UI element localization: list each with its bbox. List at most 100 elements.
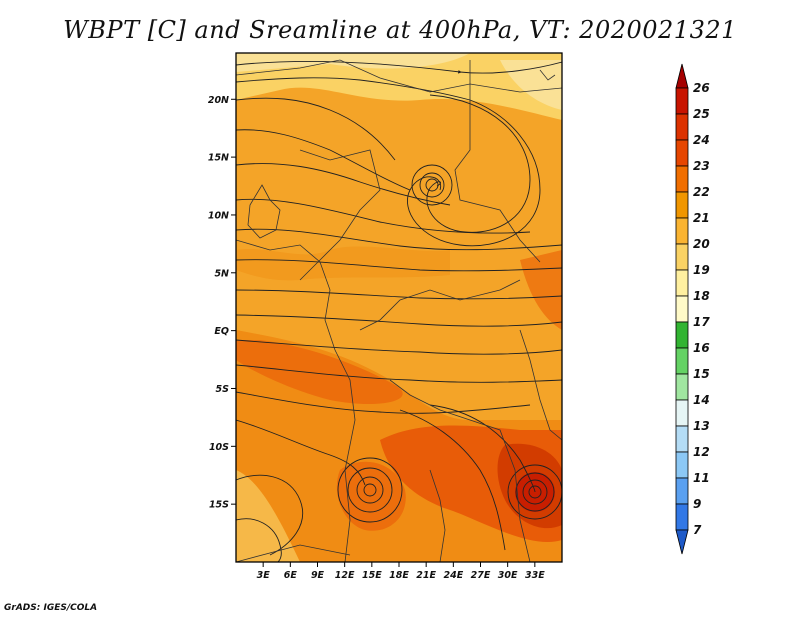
colorbar-swatch [675,269,689,297]
colorbar-label: 17 [693,315,710,329]
vortex-south [356,476,384,504]
streamline [236,228,562,251]
colorbar-label: 25 [693,107,710,121]
grads-credit: GrADS: IGES/COLA [4,603,98,613]
colorbar-label: 16 [693,341,710,355]
streamline [236,163,451,206]
colorbar: 26 25 24 23 22 21 20 19 18 17 16 15 14 13 12 11 9 7 [675,63,710,555]
colorbar-swatch [675,425,689,453]
colorbar-swatch [675,321,689,349]
colorbar-min-arrow [675,529,689,555]
vortex-south [347,467,393,513]
vortex-south [337,457,403,523]
streamline-gyre [407,99,541,247]
streamline [236,129,411,191]
lon-tick-label: 24E [443,570,463,581]
colorbar-label: 18 [693,289,710,303]
colorbar-label: 11 [693,471,710,485]
colorbar-swatch [675,243,689,271]
colorbar-label: 7 [693,523,702,537]
lat-tick-label: 10N [208,210,229,221]
vortex-southeast [515,472,555,512]
colorbar-label: 14 [693,393,710,407]
border [454,60,541,263]
streamline [236,314,562,327]
colorbar-label: 20 [693,237,710,251]
streamline [236,77,471,101]
border [389,379,531,562]
colorbar-swatch [675,191,689,219]
lon-tick-label: 3E [257,570,271,581]
colorbar-swatch [675,165,689,193]
colorbar-max-arrow [675,63,689,89]
vortex-south [363,483,377,497]
coastline [247,184,281,239]
colorbar-swatch [675,113,689,141]
colorbar-label: 21 [693,211,710,225]
colorbar-swatch [675,451,689,479]
colorbar-swatch [675,217,689,245]
axis-labels: 20N 15N 10N 5N EQ 5S 10S 15S 3E 6E 9E 12E 15E 18E 21E 2… [208,95,545,581]
border [299,149,381,281]
streamline [236,289,562,300]
streamline [236,364,562,383]
colorbar-swatch [675,347,689,375]
streamline [236,339,562,355]
colorbar-swatch [675,399,689,427]
lat-tick-label: 5N [214,268,229,279]
field-ne-pale [500,60,562,110]
colorbar-swatch [675,295,689,323]
field-sw-cool [236,470,300,562]
streamline-gyre [426,94,531,233]
streamline [236,391,531,414]
colorbar-label: 9 [693,497,701,511]
colorbar-label: 13 [693,419,710,433]
field-east-warm [520,250,562,330]
lon-tick-label: 12E [335,570,355,581]
field-north-cool [236,53,562,120]
vortex-north [419,172,445,198]
vortex-north [425,178,439,192]
lat-tick-label: 5S [216,384,230,395]
streamline [236,474,304,556]
lon-tick-label: 30E [498,570,518,581]
lat-tick-label: 10S [209,442,229,453]
vortex-southeast [507,464,562,520]
lat-tick-label: 20N [208,95,229,106]
streamline [399,409,506,551]
colorbar-swatch [675,503,689,531]
colorbar-label: 24 [693,133,710,147]
coastline [519,329,562,441]
border [236,544,351,562]
lon-tick-label: 27E [471,570,491,581]
streamline [236,518,282,562]
country-borders [236,59,562,562]
lon-tick-label: 6E [284,570,298,581]
colorbar-label: 19 [693,263,710,277]
colorbar-swatch [675,373,689,401]
colorbar-label: 15 [693,367,710,381]
coastline [539,69,556,81]
colorbar-label: 23 [693,159,710,173]
border [359,279,521,331]
lat-tick-label: 15N [208,153,229,164]
border [236,239,356,562]
streamline [236,198,531,234]
colorbar-swatch [675,87,689,115]
streamlines [236,61,562,562]
lat-tick-label: 15S [209,500,229,511]
border [429,469,446,562]
colorbar-label: 22 [693,185,710,199]
streamline [236,97,396,161]
lat-tick-label: EQ [214,326,229,337]
lon-tick-label: 15E [362,570,382,581]
lon-tick-label: 21E [416,570,436,581]
colorbar-label: 12 [693,445,710,459]
streamline [236,259,562,272]
vortex-southeast [528,485,542,499]
vortex-north [411,164,453,206]
lon-tick-label: 18E [389,570,409,581]
colorbar-label: 26 [693,81,710,95]
map-area [236,53,562,562]
